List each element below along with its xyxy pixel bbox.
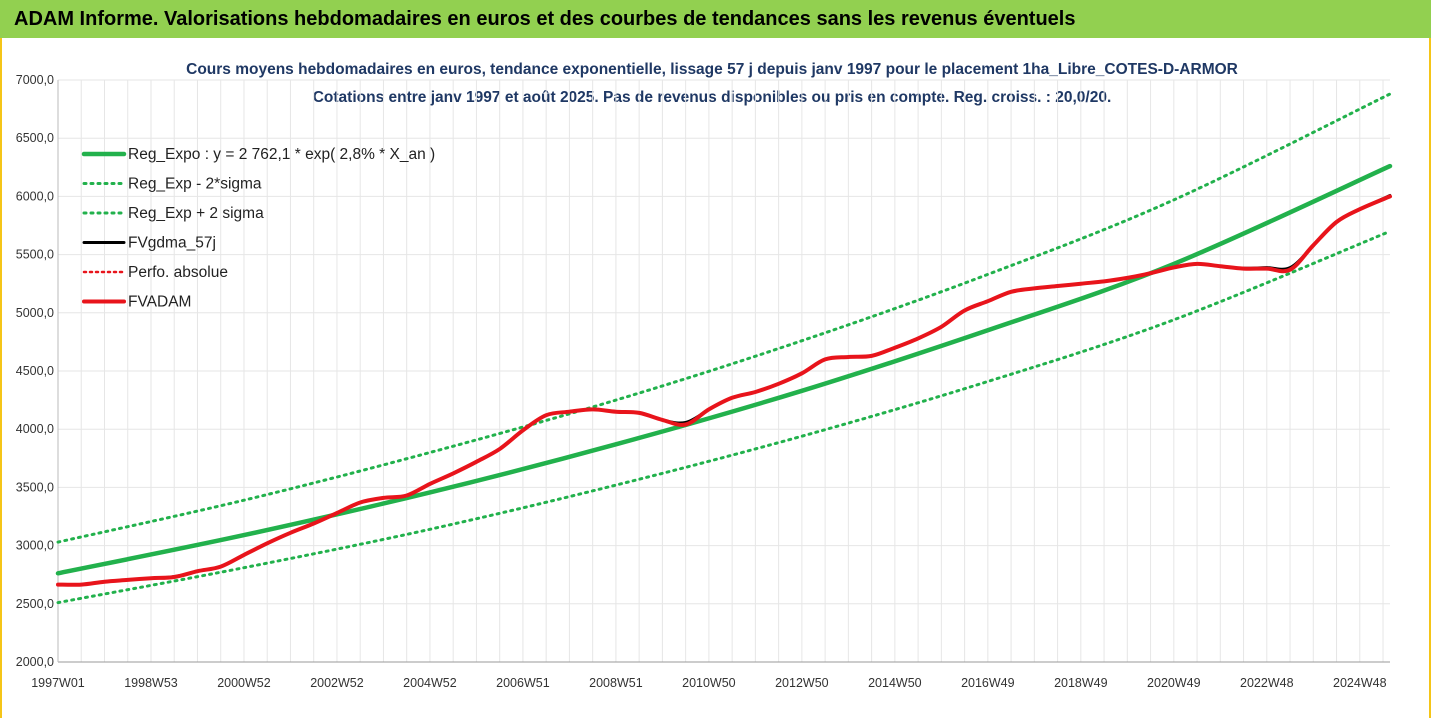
series-3-line bbox=[56, 193, 1392, 586]
x-tick-label: 2010W50 bbox=[682, 676, 736, 690]
y-tick-label: 3500,0 bbox=[16, 480, 54, 494]
y-tick-label: 4000,0 bbox=[16, 422, 54, 436]
y-tick-label: 6500,0 bbox=[16, 131, 54, 145]
y-tick-label: 2000,0 bbox=[16, 655, 54, 669]
x-tick-label: 2014W50 bbox=[868, 676, 922, 690]
x-tick-label: 2002W52 bbox=[310, 676, 364, 690]
x-tick-label: 2004W52 bbox=[403, 676, 457, 690]
y-tick-label: 4500,0 bbox=[16, 364, 54, 378]
legend-label: Reg_Exp - 2*sigma bbox=[128, 176, 262, 193]
legend-label: Perfo. absolue bbox=[128, 264, 228, 281]
y-tick-label: 5500,0 bbox=[16, 248, 54, 262]
x-tick-label: 2018W49 bbox=[1054, 676, 1108, 690]
chart-title: Cours moyens hebdomadaires en euros, ten… bbox=[186, 61, 1238, 78]
y-tick-label: 2500,0 bbox=[16, 597, 54, 611]
series-1-line bbox=[56, 229, 1392, 605]
y-tick-label: 3000,0 bbox=[16, 539, 54, 553]
legend-label: FVADAM bbox=[128, 294, 191, 311]
chart-area bbox=[0, 38, 1431, 718]
axes: 2000,0 2500,0 3000,0 3500,0 4000,0 4500,0 5000… bbox=[16, 73, 1390, 690]
x-tick-label: 2016W49 bbox=[961, 676, 1015, 690]
series-0-line bbox=[55, 163, 1393, 576]
x-tick-label: 2006W51 bbox=[496, 676, 550, 690]
grid bbox=[57, 79, 1390, 663]
series-2-line bbox=[56, 92, 1392, 544]
series-4-line bbox=[56, 194, 1392, 587]
legend: Reg_Expo : y = 2 762,1 * exp( 2,8% * X_a… bbox=[81, 146, 435, 311]
x-tick-label: 2000W52 bbox=[217, 676, 271, 690]
y-tick-label: 5000,0 bbox=[16, 306, 54, 320]
x-tick-label: 2008W51 bbox=[589, 676, 643, 690]
chart-subtitle: Cotations entre janv 1997 et août 2025. … bbox=[313, 89, 1112, 106]
legend-label: FVgdma_57j bbox=[128, 235, 216, 252]
x-tick-label: 2022W48 bbox=[1240, 676, 1294, 690]
x-tick-label: 2020W49 bbox=[1147, 676, 1201, 690]
chart-svg: Cours moyens hebdomadaires en euros, ten… bbox=[16, 61, 1393, 690]
x-tick-label: 2012W50 bbox=[775, 676, 829, 690]
legend-label: Reg_Expo : y = 2 762,1 * exp( 2,8% * X_a… bbox=[128, 146, 435, 163]
banner-title: ADAM Informe. Valorisations hebdomadaire… bbox=[0, 0, 1431, 38]
x-tick-label: 2024W48 bbox=[1333, 676, 1387, 690]
y-tick-label: 6000,0 bbox=[16, 189, 54, 203]
x-tick-label: 1998W53 bbox=[124, 676, 178, 690]
x-tick-label: 1997W01 bbox=[31, 676, 85, 690]
y-tick-label: 7000,0 bbox=[16, 73, 54, 87]
legend-label: Reg_Exp + 2 sigma bbox=[128, 205, 264, 222]
series-lines bbox=[55, 92, 1393, 605]
